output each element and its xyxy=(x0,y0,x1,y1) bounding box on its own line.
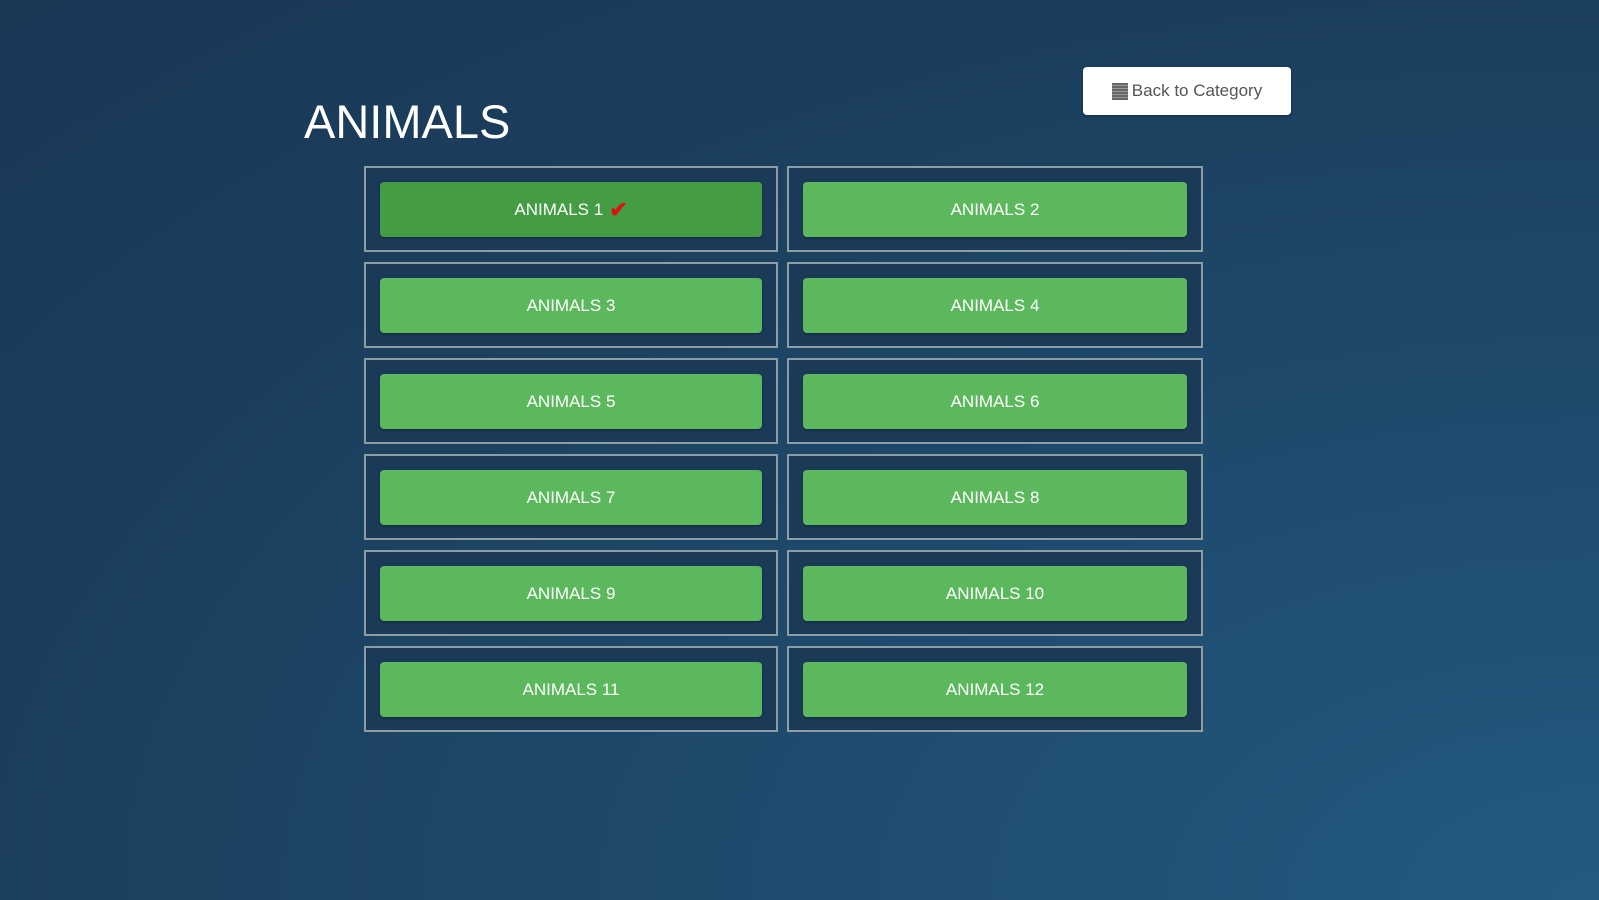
level-cell: ANIMALS 6 xyxy=(787,358,1203,444)
level-cell: ANIMALS 10 xyxy=(787,550,1203,636)
level-grid: ANIMALS 1 ✔ ANIMALS 2 ANIMALS 3 ANIMALS 4 ANI… xyxy=(364,166,1203,732)
level-button[interactable]: ANIMALS 10 xyxy=(803,566,1187,621)
level-cell: ANIMALS 7 xyxy=(364,454,778,540)
level-cell: ANIMALS 9 xyxy=(364,550,778,636)
level-button[interactable]: ANIMALS 11 xyxy=(380,662,762,717)
level-button[interactable]: ANIMALS 12 xyxy=(803,662,1187,717)
level-button[interactable]: ANIMALS 8 xyxy=(803,470,1187,525)
level-cell: ANIMALS 11 xyxy=(364,646,778,732)
level-button[interactable]: ANIMALS 4 xyxy=(803,278,1187,333)
level-button[interactable]: ANIMALS 9 xyxy=(380,566,762,621)
level-cell: ANIMALS 8 xyxy=(787,454,1203,540)
level-cell: ANIMALS 5 xyxy=(364,358,778,444)
page-title: ANIMALS xyxy=(304,95,511,148)
level-label: ANIMALS 2 xyxy=(950,199,1040,219)
back-label: Back to Category xyxy=(1131,81,1263,100)
back-to-category-button[interactable]: Back to Category xyxy=(1083,67,1291,115)
list-icon xyxy=(1111,82,1128,100)
level-label: ANIMALS 8 xyxy=(950,487,1040,507)
level-button[interactable]: ANIMALS 6 xyxy=(803,374,1187,429)
checkmark-icon: ✔ xyxy=(609,196,628,222)
level-label: ANIMALS 5 xyxy=(526,391,616,411)
level-label: ANIMALS 11 xyxy=(522,679,620,699)
level-label: ANIMALS 12 xyxy=(945,679,1045,699)
level-cell: ANIMALS 2 xyxy=(787,166,1203,252)
level-button[interactable]: ANIMALS 7 xyxy=(380,470,762,525)
level-label: ANIMALS 9 xyxy=(526,583,616,603)
level-label: ANIMALS 7 xyxy=(526,487,616,507)
level-label: ANIMALS 10 xyxy=(945,583,1045,603)
level-button[interactable]: ANIMALS 3 xyxy=(380,278,762,333)
level-button[interactable]: ANIMALS 2 xyxy=(803,182,1187,237)
level-label: ANIMALS 3 xyxy=(526,295,616,315)
level-cell: ANIMALS 1 ✔ xyxy=(364,166,778,252)
level-button[interactable]: ANIMALS 1 ✔ xyxy=(380,182,762,237)
level-label: ANIMALS 1 xyxy=(514,199,604,219)
level-cell: ANIMALS 12 xyxy=(787,646,1203,732)
level-cell: ANIMALS 3 xyxy=(364,262,778,348)
level-button[interactable]: ANIMALS 5 xyxy=(380,374,762,429)
level-label: ANIMALS 6 xyxy=(950,391,1040,411)
level-cell: ANIMALS 4 xyxy=(787,262,1203,348)
level-label: ANIMALS 4 xyxy=(950,295,1040,315)
